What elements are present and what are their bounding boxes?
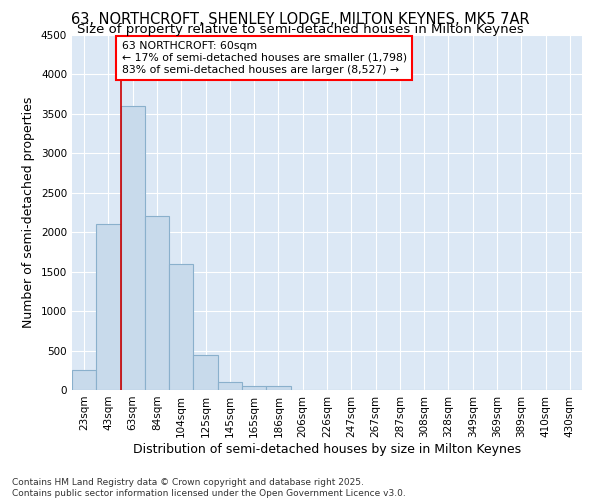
Bar [96,224,121,390]
Text: 63, NORTHCROFT, SHENLEY LODGE, MILTON KEYNES, MK5 7AR: 63, NORTHCROFT, SHENLEY LODGE, MILTON KE… [71,12,529,28]
Text: Contains HM Land Registry data © Crown copyright and database right 2025.
Contai: Contains HM Land Registry data © Crown c… [12,478,406,498]
Bar [121,106,145,390]
Bar [266,386,290,390]
Bar [218,382,242,390]
Bar [169,264,193,390]
Bar [193,354,218,390]
Y-axis label: Number of semi-detached properties: Number of semi-detached properties [22,97,35,328]
X-axis label: Distribution of semi-detached houses by size in Milton Keynes: Distribution of semi-detached houses by … [133,442,521,456]
Bar [242,386,266,390]
Bar [145,216,169,390]
Text: Size of property relative to semi-detached houses in Milton Keynes: Size of property relative to semi-detach… [77,22,523,36]
Text: 63 NORTHCROFT: 60sqm
← 17% of semi-detached houses are smaller (1,798)
83% of se: 63 NORTHCROFT: 60sqm ← 17% of semi-detac… [122,42,407,74]
Bar [72,370,96,390]
